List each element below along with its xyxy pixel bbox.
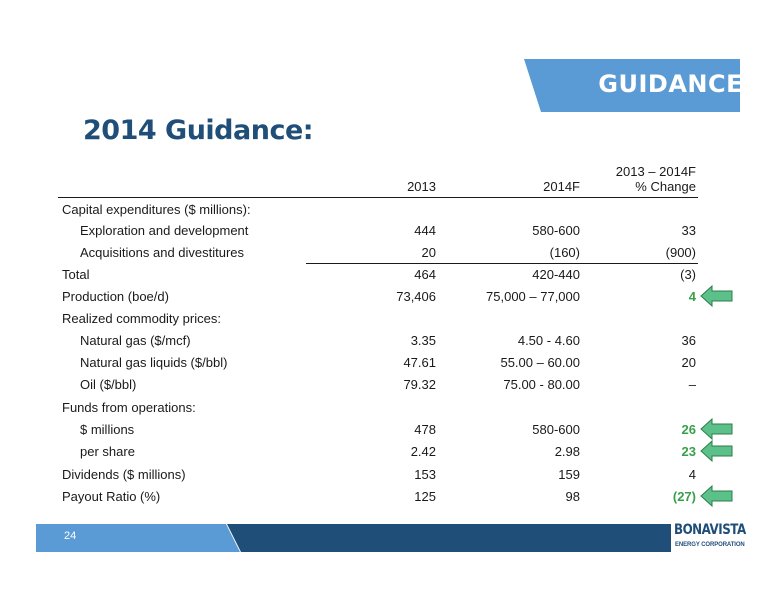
table-row: Oil ($/bbl) 79.32 75.00 - 80.00 –: [58, 374, 698, 396]
row-label: Natural gas liquids ($/bbl): [80, 355, 228, 370]
company-logo: BONAVISTA ENERGY CORPORATION: [674, 522, 746, 556]
page-title: 2014 Guidance:: [83, 115, 314, 146]
column-header-change-line1: 2013 – 2014F: [615, 164, 696, 179]
value-2014f: 580-600: [532, 422, 580, 437]
value-2013: 464: [414, 267, 436, 282]
value-change: –: [688, 377, 696, 392]
value-2014f: 55.00 – 60.00: [500, 355, 580, 370]
value-2014f: 75.00 - 80.00: [503, 377, 580, 392]
row-label: Acquisitions and divestitures: [80, 245, 245, 260]
arrow-left-icon: [700, 285, 733, 307]
arrow-left-icon: [700, 440, 733, 462]
table-row: per share 2.42 2.98 23: [58, 441, 698, 463]
section-banner: [524, 59, 740, 112]
table-row: Payout Ratio (%) 125 98 (27): [58, 486, 698, 508]
value-change-highlight: 4: [688, 289, 696, 304]
value-change: 33: [681, 223, 696, 238]
row-label: Realized commodity prices:: [62, 311, 221, 326]
subtotal-divider: [306, 263, 698, 264]
table-row: Dividends ($ millions) 153 159 4: [58, 464, 698, 486]
footer-bar-right: [227, 524, 671, 552]
value-change-highlight: 26: [681, 422, 696, 437]
value-2013: 2.42: [410, 444, 436, 459]
table-row: Capital expenditures ($ millions):: [58, 199, 698, 221]
column-header-change-line2: % Change: [635, 179, 696, 194]
value-2013: 478: [414, 422, 436, 437]
column-header-2013: 2013: [407, 179, 436, 194]
table-row: Natural gas liquids ($/bbl) 47.61 55.00 …: [58, 352, 698, 374]
table-row: Exploration and development 444 580-600 …: [58, 220, 698, 242]
row-label: per share: [80, 444, 135, 459]
row-label: Production (boe/d): [62, 289, 169, 304]
row-label: Total: [62, 267, 90, 282]
value-2013: 47.61: [403, 355, 436, 370]
row-label: Oil ($/bbl): [80, 377, 137, 392]
header-divider: [58, 197, 698, 198]
row-label: Exploration and development: [80, 223, 249, 238]
logo-tagline: ENERGY CORPORATION: [675, 542, 745, 548]
value-2014f: 159: [558, 467, 580, 482]
table-row: Total 464 420-440 (3): [58, 264, 698, 286]
value-change: (900): [665, 245, 696, 260]
value-2013: 125: [414, 489, 436, 504]
value-2013: 73,406: [396, 289, 436, 304]
row-label: Funds from operations:: [62, 400, 196, 415]
value-2014f: 75,000 – 77,000: [486, 289, 580, 304]
row-label: Dividends ($ millions): [62, 467, 186, 482]
row-label: Natural gas ($/mcf): [80, 333, 191, 348]
value-change: 20: [681, 355, 696, 370]
value-2014f: 580-600: [532, 223, 580, 238]
table-row: Acquisitions and divestitures 20 (160) (…: [58, 242, 698, 264]
page-number: 24: [64, 530, 77, 542]
value-change: (3): [680, 267, 696, 282]
arrow-left-icon: [700, 418, 733, 440]
table-row: Funds from operations:: [58, 397, 698, 419]
row-label: $ millions: [80, 422, 135, 437]
value-2014f: 2.98: [554, 444, 580, 459]
value-2013: 3.35: [410, 333, 436, 348]
row-label: Payout Ratio (%): [62, 489, 161, 504]
value-change: 36: [681, 333, 696, 348]
table-row: Realized commodity prices:: [58, 308, 698, 330]
table-row: $ millions 478 580-600 26: [58, 419, 698, 441]
row-label: Capital expenditures ($ millions):: [62, 202, 251, 217]
section-label: GUIDANCE: [598, 70, 743, 98]
value-2014f: 4.50 - 4.60: [517, 333, 580, 348]
value-2014f: (160): [549, 245, 580, 260]
footer-bar-left: [36, 524, 240, 552]
arrow-left-icon: [700, 485, 733, 507]
value-change-highlight: 23: [681, 444, 696, 459]
value-change-highlight: (27): [672, 489, 696, 504]
value-2013: 444: [414, 223, 436, 238]
value-2014f: 98: [565, 489, 580, 504]
column-header-2014f: 2014F: [543, 179, 580, 194]
logo-wordmark: BONAVISTA: [674, 522, 746, 538]
value-2013: 153: [414, 467, 436, 482]
value-change: 4: [688, 467, 696, 482]
value-2013: 79.32: [403, 377, 436, 392]
table-row: Natural gas ($/mcf) 3.35 4.50 - 4.60 36: [58, 330, 698, 352]
table-row: Production (boe/d) 73,406 75,000 – 77,00…: [58, 286, 698, 308]
value-2014f: 420-440: [532, 267, 580, 282]
value-2013: 20: [421, 245, 436, 260]
